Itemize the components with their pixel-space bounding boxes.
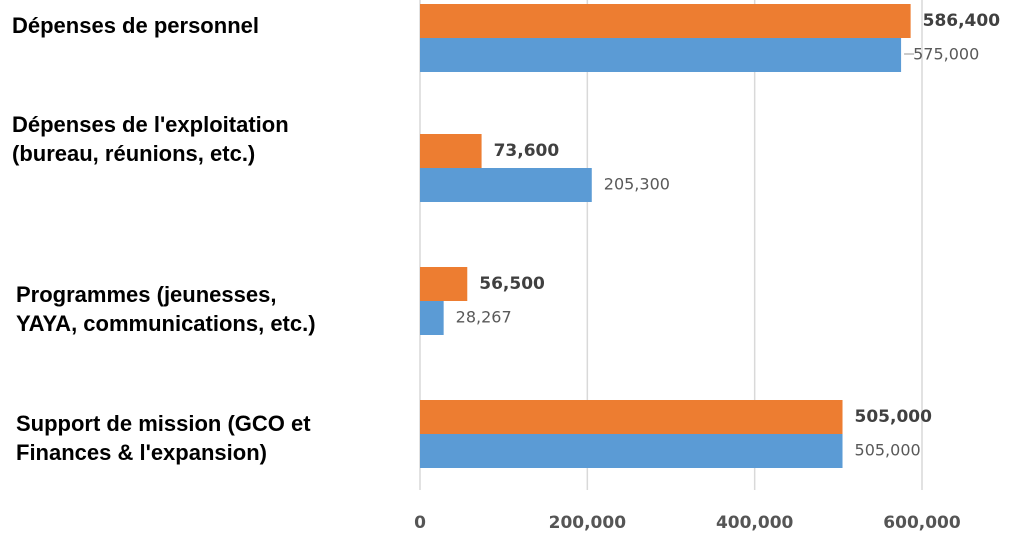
bar-blue bbox=[420, 38, 902, 72]
x-tick-label: 200,000 bbox=[549, 513, 627, 533]
category-labels: Dépenses de personnel Dépenses de l'explo… bbox=[12, 13, 316, 465]
data-label: 575,000 bbox=[913, 45, 979, 64]
category-label: YAYA, communications, etc.) bbox=[16, 311, 316, 336]
x-tick-labels: 0 200,000 400,000 600,000 bbox=[414, 513, 961, 533]
data-label: 505,000 bbox=[855, 441, 921, 460]
category-label: Finances & l'expansion) bbox=[16, 440, 267, 465]
x-tick-label: 400,000 bbox=[716, 513, 794, 533]
bar-orange bbox=[420, 134, 482, 168]
data-label: 73,600 bbox=[494, 141, 560, 161]
bar-blue bbox=[420, 168, 592, 202]
bars bbox=[420, 4, 911, 468]
data-label: 205,300 bbox=[604, 175, 670, 194]
x-tick-label: 600,000 bbox=[883, 513, 961, 533]
category-label: (bureau, réunions, etc.) bbox=[12, 141, 255, 166]
data-label: 28,267 bbox=[456, 308, 512, 327]
category-label: Programmes (jeunesses, bbox=[16, 282, 276, 307]
bar-orange bbox=[420, 267, 468, 301]
category-label: Dépenses de l'exploitation bbox=[12, 112, 289, 137]
bar-orange bbox=[420, 4, 911, 38]
category-label: Dépenses de personnel bbox=[12, 13, 259, 38]
value-labels: 586,400 73,600 56,500 505,000 575,000 205,300… bbox=[456, 11, 1001, 460]
bar-blue bbox=[420, 301, 444, 335]
bar-orange bbox=[420, 400, 843, 434]
bar-blue bbox=[420, 434, 843, 468]
data-label: 505,000 bbox=[855, 407, 933, 427]
data-label: 586,400 bbox=[923, 11, 1001, 31]
x-tick-label: 0 bbox=[414, 513, 426, 533]
category-label: Support de mission (GCO et bbox=[16, 411, 311, 436]
data-label: 56,500 bbox=[479, 274, 545, 294]
